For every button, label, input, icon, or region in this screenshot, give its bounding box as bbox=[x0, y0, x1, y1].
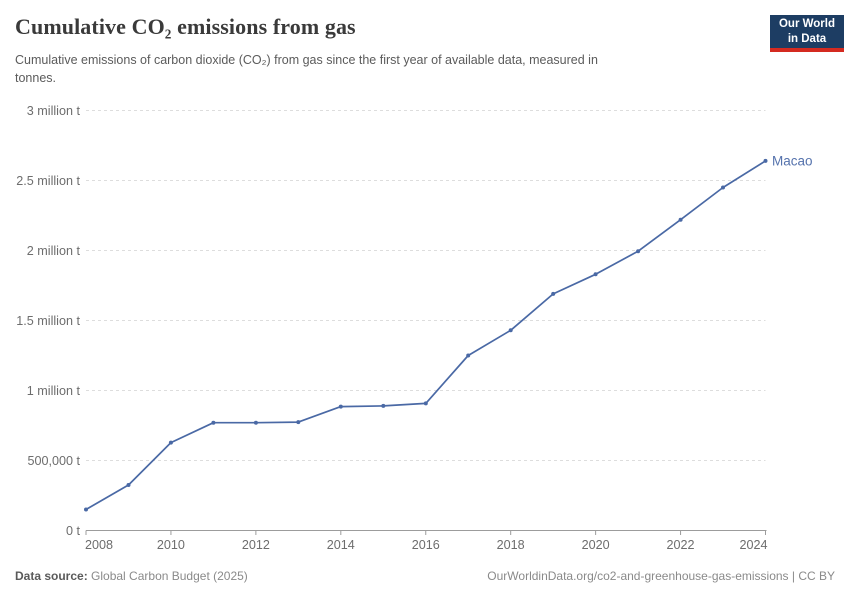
y-axis-tick-label: 2.5 million t bbox=[16, 174, 80, 188]
data-point-marker[interactable] bbox=[126, 483, 131, 487]
x-axis-tick-label: 2016 bbox=[412, 538, 440, 552]
data-source: Data source: Global Carbon Budget (2025) bbox=[15, 569, 248, 583]
data-point-marker[interactable] bbox=[253, 420, 258, 425]
y-axis-tick-label: 1 million t bbox=[27, 384, 81, 398]
owid-logo-line2: in Data bbox=[787, 32, 827, 45]
data-point-marker[interactable] bbox=[551, 291, 556, 296]
data-point-marker[interactable] bbox=[721, 185, 725, 190]
data-point-marker[interactable] bbox=[84, 507, 88, 512]
x-axis-tick-label: 2010 bbox=[157, 538, 185, 552]
data-point-marker[interactable] bbox=[636, 249, 641, 254]
x-axis-tick-label: 2022 bbox=[667, 538, 695, 552]
y-axis-tick-label: 500,000 t bbox=[27, 454, 80, 468]
x-axis-tick-label: 2014 bbox=[327, 538, 355, 552]
y-axis-tick-label: 0 t bbox=[66, 524, 81, 538]
data-point-marker[interactable] bbox=[423, 401, 428, 406]
x-axis-tick-label: 2020 bbox=[582, 538, 610, 552]
y-axis-tick-label: 2 million t bbox=[27, 244, 81, 258]
y-axis-tick-label: 1.5 million t bbox=[16, 314, 80, 328]
data-source-label: Data source: bbox=[15, 569, 88, 583]
entity-label-macao[interactable]: Macao bbox=[772, 153, 813, 168]
x-axis-tick-label: 2018 bbox=[497, 538, 525, 552]
data-source-value: Global Carbon Budget (2025) bbox=[87, 569, 248, 583]
owid-logo-line1: Our World bbox=[778, 18, 835, 31]
x-axis-tick-label: 2008 bbox=[85, 538, 113, 552]
data-point-marker[interactable] bbox=[508, 328, 513, 333]
chart-footer: Data source: Global Carbon Budget (2025)… bbox=[15, 569, 835, 583]
data-point-marker[interactable] bbox=[381, 403, 386, 408]
data-point-marker[interactable] bbox=[678, 217, 683, 222]
owid-logo[interactable]: Our World in Data bbox=[770, 15, 844, 52]
x-axis-tick-label: 2012 bbox=[242, 538, 270, 552]
data-point-marker[interactable] bbox=[466, 353, 471, 358]
footer-license-link[interactable]: OurWorldinData.org/co2-and-greenhouse-ga… bbox=[487, 569, 835, 583]
chart-subtitle: Cumulative emissions of carbon dioxide (… bbox=[15, 53, 598, 86]
data-point-marker[interactable] bbox=[593, 272, 598, 277]
y-axis-tick-label: 3 million t bbox=[27, 104, 81, 118]
series-line-macao[interactable] bbox=[85, 160, 766, 511]
chart-title: Cumulative CO₂ emissions from gas bbox=[15, 14, 356, 39]
data-point-marker[interactable] bbox=[168, 440, 173, 445]
data-point-marker[interactable] bbox=[763, 158, 768, 163]
x-axis-tick-label: 2024 bbox=[739, 538, 767, 552]
data-point-marker[interactable] bbox=[296, 420, 301, 425]
data-point-marker[interactable] bbox=[211, 420, 216, 425]
data-point-marker[interactable] bbox=[338, 404, 343, 409]
